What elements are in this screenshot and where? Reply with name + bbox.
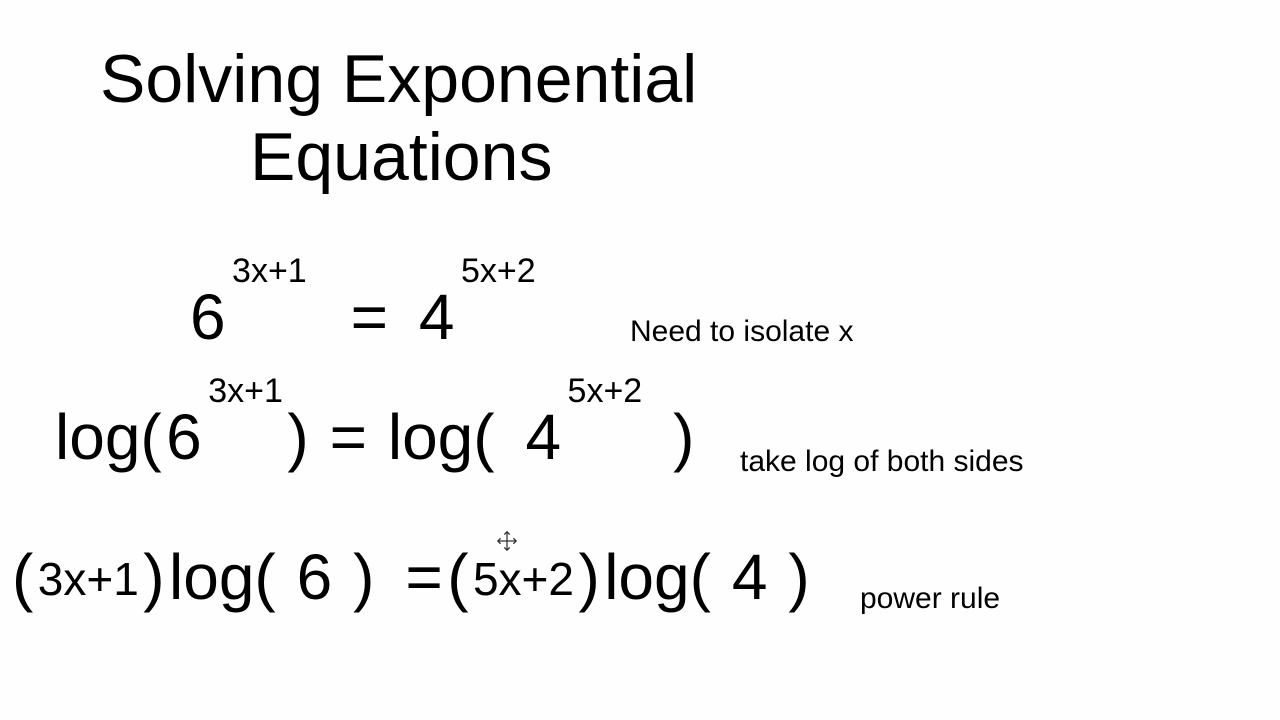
eq2-base1: 6 (166, 400, 202, 474)
eq1-equals: = (351, 280, 388, 354)
eq3-log2: log( (604, 540, 711, 614)
title-line2: Equations (100, 118, 697, 196)
eq2-close1: ) (287, 400, 308, 474)
note-1: Need to isolate x (630, 315, 853, 349)
eq2-equals: = (330, 400, 367, 474)
eq3-close2: ) (578, 540, 599, 614)
eq3-equals: = (405, 540, 442, 614)
note-3: power rule (860, 582, 1000, 616)
eq1-base2: 4 (419, 280, 455, 354)
eq2-log2: log( (388, 400, 495, 474)
eq1-exp2: 5x+2 (461, 252, 536, 291)
eq2-close2: ) (673, 400, 694, 474)
title-line1: Solving Exponential (100, 41, 697, 117)
page-title: Solving Exponential Equations (100, 40, 697, 196)
equation-3: ( 3x+1 ) log( 6 ) = ( 5x+2 ) log( 4 ) (12, 540, 810, 614)
eq3-arg1: 6 (297, 540, 333, 614)
eq3-coef2: 5x+2 (473, 552, 574, 606)
eq3-arg2close: ) (788, 540, 809, 614)
eq3-open2: ( (447, 540, 468, 614)
eq2-log1: log( (55, 400, 162, 474)
eq3-close1: ) (143, 540, 164, 614)
eq3-coef1: 3x+1 (38, 552, 139, 606)
equation-2: log( 6 3x+1 ) = log( 4 5x+2 ) (55, 400, 694, 474)
eq3-arg2: 4 (732, 540, 768, 614)
equation-1: 6 3x+1 = 4 5x+2 (190, 280, 536, 354)
eq2-exp1: 3x+1 (208, 372, 283, 411)
eq3-arg1close: ) (353, 540, 374, 614)
note-2: take log of both sides (740, 445, 1024, 479)
eq3-open1: ( (12, 540, 33, 614)
eq2-base2: 4 (525, 400, 561, 474)
eq1-exp1: 3x+1 (232, 252, 307, 291)
eq3-log1: log( (169, 540, 276, 614)
eq2-exp2: 5x+2 (568, 372, 643, 411)
eq1-base1: 6 (190, 280, 226, 354)
